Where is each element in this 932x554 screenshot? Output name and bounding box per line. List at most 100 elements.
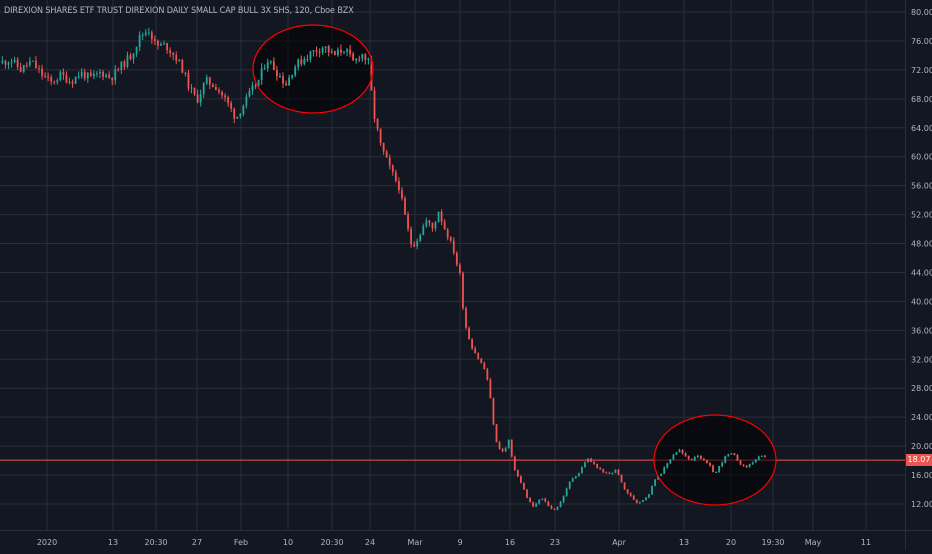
candle-down [187, 72, 190, 89]
x-tick-label: 10 [283, 538, 293, 547]
candle-up [571, 478, 574, 482]
candle-up [199, 94, 202, 103]
candle-up [367, 58, 370, 61]
y-tick-label: 12.00 [911, 500, 932, 509]
candle-up [541, 498, 544, 500]
candle-up [288, 77, 290, 86]
candle-up [178, 59, 181, 62]
y-tick-label: 64.00 [911, 124, 932, 133]
candle-up [13, 59, 16, 62]
candle-down [233, 108, 236, 119]
candle-down [544, 498, 547, 502]
candle-up [535, 503, 538, 507]
candle-up [7, 63, 10, 65]
x-tick-label: 2020 [37, 538, 57, 547]
candle-down [547, 501, 550, 506]
x-tick-label: 16 [505, 538, 515, 547]
candle-up [587, 458, 589, 463]
candle-up [190, 87, 193, 89]
candle-down [352, 53, 355, 61]
candle-down [208, 77, 211, 85]
candle-up [141, 34, 144, 36]
x-tick-label: 27 [192, 538, 202, 547]
candle-down [440, 211, 443, 222]
candle-up [730, 453, 733, 455]
candle-down [71, 81, 74, 84]
candle-up [105, 74, 107, 77]
x-tick-label: 11 [861, 538, 871, 547]
highlight-ellipse-apr [653, 414, 777, 506]
candle-down [629, 493, 632, 496]
candle-up [574, 476, 577, 479]
candle-down [446, 229, 449, 238]
candle-down [498, 442, 501, 450]
candle-up [135, 46, 138, 54]
candle-up [321, 47, 324, 53]
candle-down [736, 455, 739, 461]
candle-down [276, 70, 278, 77]
candle-up [663, 467, 666, 474]
candle-up [309, 51, 312, 60]
candle-down [599, 467, 602, 470]
y-tick-label: 72.00 [911, 66, 932, 75]
candle-up [77, 76, 80, 78]
candle-up [10, 61, 13, 64]
candle-up [184, 72, 187, 74]
candle-up [565, 488, 568, 497]
candle-down [492, 398, 495, 425]
candle-up [666, 463, 669, 468]
candle-down [154, 39, 156, 41]
candle-down [315, 50, 318, 52]
candle-down [221, 91, 223, 96]
candle-down [410, 229, 412, 245]
candle-down [193, 87, 196, 95]
x-tick-label: May [805, 538, 822, 547]
candle-down [172, 53, 175, 56]
candle-down [364, 54, 367, 61]
candle-down [623, 482, 626, 490]
candle-up [257, 79, 260, 87]
candle-down [681, 450, 684, 454]
y-tick-label: 16.00 [911, 471, 932, 480]
y-tick-label: 40.00 [911, 297, 932, 306]
candle-down [123, 61, 126, 67]
highlight-ellipse-feb [252, 24, 374, 114]
candle-down [706, 460, 708, 463]
candle-up [678, 450, 681, 453]
candle-down [65, 75, 68, 83]
candle-up [611, 472, 614, 474]
candle-down [742, 464, 745, 466]
candle-up [260, 68, 263, 80]
candle-up [114, 69, 117, 81]
candle-up [724, 456, 727, 463]
x-tick-label: Apr [612, 538, 627, 547]
candle-up [343, 51, 345, 53]
candle-down [25, 64, 28, 66]
candle-down [428, 220, 431, 224]
candle-up [28, 60, 31, 66]
candle-down [635, 499, 638, 503]
candle-up [266, 62, 269, 69]
x-tick-label: 19:30 [761, 538, 784, 547]
candle-down [227, 97, 229, 104]
candle-down [703, 458, 705, 461]
candle-down [495, 424, 498, 443]
candle-down [391, 165, 394, 172]
candle-down [486, 369, 489, 380]
candle-down [108, 74, 111, 78]
candle-down [370, 58, 373, 91]
candle-down [477, 353, 480, 359]
candle-down [404, 198, 406, 215]
candle-down [166, 43, 168, 51]
candle-down [626, 489, 629, 494]
candle-up [651, 485, 653, 495]
candle-up [337, 49, 339, 56]
candle-up [99, 71, 101, 74]
candle-down [455, 252, 458, 265]
candle-down [382, 142, 385, 152]
candle-up [581, 467, 583, 474]
candle-down [745, 465, 748, 467]
candle-down [157, 40, 159, 46]
candle-down [111, 77, 114, 81]
